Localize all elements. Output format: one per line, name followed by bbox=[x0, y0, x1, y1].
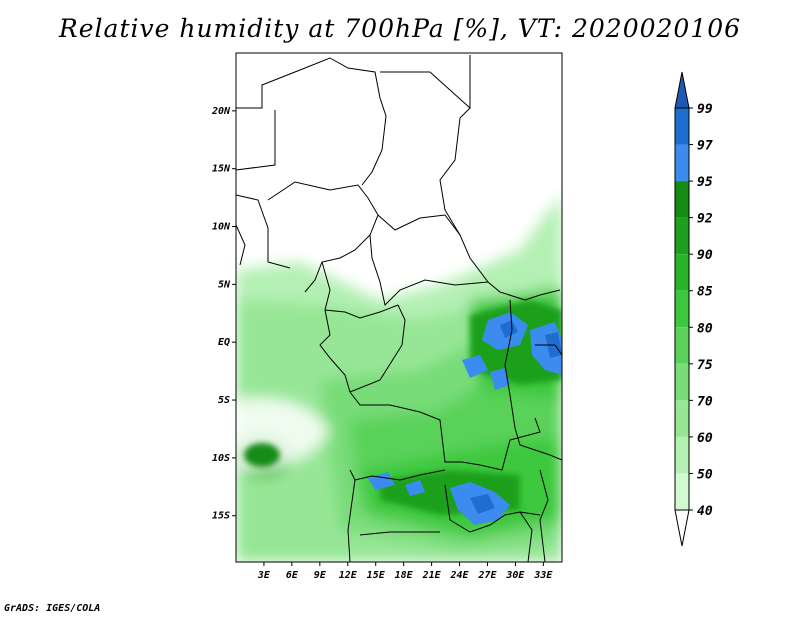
map-title: Relative humidity at 700hPa [%], VT: 202… bbox=[58, 14, 742, 43]
latitude-axis: 20N 15N 10N 5N EQ 5S 10S 15S bbox=[211, 106, 236, 522]
colorbar-segment bbox=[675, 108, 689, 145]
colorbar-label: 60 bbox=[697, 431, 713, 446]
lon-tick-label: 15E bbox=[367, 570, 386, 581]
colorbar-label: 50 bbox=[697, 467, 713, 482]
colorbar-top-arrow bbox=[674, 71, 690, 109]
longitude-axis: 3E 6E 9E 12E 15E 18E 21E 24E 27E 30E 33E bbox=[257, 562, 553, 581]
colorbar-label: 85 bbox=[697, 285, 713, 300]
colorbar-label: 40 bbox=[697, 504, 713, 519]
lat-tick-label: 10N bbox=[212, 222, 231, 233]
colorbar-frame bbox=[674, 107, 690, 511]
lon-tick-label: 27E bbox=[477, 570, 497, 581]
colorbar-segment bbox=[675, 436, 689, 474]
lon-tick-label: 9E bbox=[314, 570, 327, 581]
lon-tick-label: 12E bbox=[339, 570, 358, 581]
lat-tick-label: 10S bbox=[212, 453, 230, 464]
colorbar-label: 90 bbox=[697, 248, 713, 263]
colorbar-label: 75 bbox=[697, 358, 713, 373]
colorbar-label: 70 bbox=[697, 394, 713, 409]
colorbar-segment bbox=[675, 327, 689, 364]
country-borders bbox=[236, 53, 562, 562]
lon-tick-label: 18E bbox=[395, 570, 414, 581]
map-frame bbox=[235, 52, 563, 563]
lon-tick-label: 33E bbox=[533, 570, 553, 581]
lon-tick-label: 30E bbox=[505, 570, 525, 581]
lat-tick-label: EQ bbox=[218, 337, 230, 348]
lon-tick-label: 6E bbox=[286, 570, 299, 581]
lon-tick-label: 21E bbox=[422, 570, 442, 581]
colorbar-label: 95 bbox=[697, 175, 713, 190]
colorbar-label: 80 bbox=[697, 321, 713, 336]
lat-tick-label: 5N bbox=[218, 279, 231, 290]
colorbar-segment bbox=[675, 217, 689, 255]
lat-tick-label: 15S bbox=[212, 511, 230, 522]
lat-tick-label: 20N bbox=[211, 106, 231, 117]
colorbar-label: 99 bbox=[697, 102, 713, 117]
lat-tick-label: 15N bbox=[212, 164, 231, 175]
colorbar-segment bbox=[675, 181, 689, 218]
colorbar: 99 97 95 92 90 85 80 75 70 60 50 40 bbox=[674, 71, 713, 547]
colorbar-segment bbox=[675, 400, 689, 437]
colorbar-segment bbox=[675, 363, 689, 401]
colorbar-segment bbox=[675, 254, 689, 291]
lat-tick-label: 5S bbox=[218, 395, 230, 406]
grads-credit: GrADS: IGES/COLA bbox=[4, 603, 101, 614]
humidity-field bbox=[236, 53, 562, 562]
lon-tick-label: 3E bbox=[257, 570, 271, 581]
colorbar-segment bbox=[675, 290, 689, 328]
colorbar-bottom-arrow bbox=[674, 509, 690, 547]
colorbar-label: 92 bbox=[697, 212, 713, 227]
lon-tick-label: 24E bbox=[450, 570, 470, 581]
colorbar-segment bbox=[675, 473, 689, 510]
colorbar-segment bbox=[675, 144, 689, 182]
colorbar-label: 97 bbox=[697, 139, 713, 154]
